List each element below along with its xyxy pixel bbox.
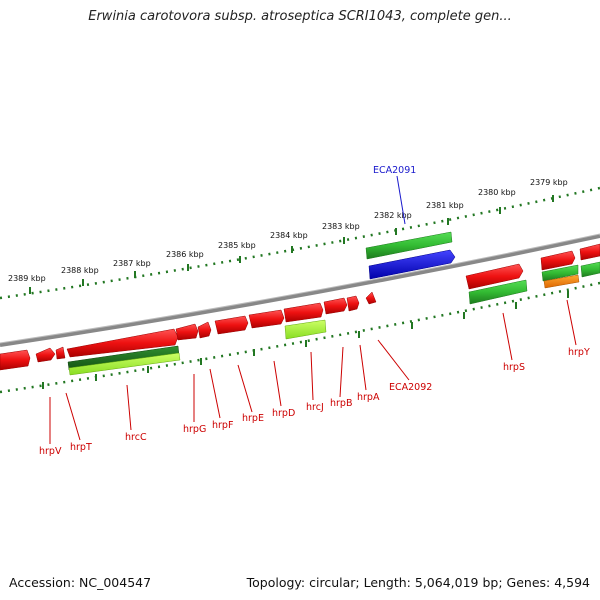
gene-hrpg-feature[interactable] — [175, 323, 199, 341]
kbp-labels: 2379 kbp 2380 kbp 2381 kbp 2382 kbp 2383… — [8, 178, 568, 283]
gene-hrpd-feature[interactable] — [248, 309, 285, 329]
gene-label-hrpy[interactable]: hrpY — [568, 347, 590, 358]
rna-feature[interactable] — [368, 249, 456, 280]
gene-label-hrpb[interactable]: hrpB — [330, 398, 352, 409]
gene-eca2091-feature[interactable] — [365, 231, 453, 260]
upper-major-ticks — [29, 195, 554, 294]
gene-hrps-feature[interactable] — [465, 263, 524, 290]
kbp-label: 2383 kbp — [322, 222, 360, 231]
accession-text: Accession: NC_004547 — [9, 575, 152, 590]
gene-right-red-feature-1[interactable] — [540, 250, 576, 271]
gene-hrpy-orange-feature[interactable] — [543, 274, 580, 289]
gene-labels: ECA2091 ECA2092 hrpS hrpY hrpA hrcJ hrpB… — [39, 165, 590, 457]
gene-hrpv-feature[interactable] — [0, 349, 31, 371]
label-leaders-red — [49, 299, 577, 444]
kbp-label: 2389 kbp — [8, 274, 46, 283]
gene-label-hrpv[interactable]: hrpV — [39, 446, 62, 457]
gene-hrps-cds-feature[interactable] — [468, 279, 528, 305]
kbp-label: 2380 kbp — [478, 188, 516, 197]
gene-label-hrpt[interactable]: hrpT — [70, 442, 92, 453]
gene-hrcj-feature[interactable] — [283, 302, 324, 323]
gene-hrpb-feature[interactable] — [323, 297, 348, 315]
label-leader-eca2091 — [396, 175, 406, 225]
gene-hrcj-pseudo-feature[interactable] — [284, 319, 327, 340]
genome-backbone — [0, 234, 600, 347]
gene-label-hrpd[interactable]: hrpD — [272, 408, 295, 419]
topology-text: Topology: circular; Length: 5,064,019 bp… — [246, 575, 590, 590]
kbp-label: 2388 kbp — [61, 266, 99, 275]
gene-hrcc-pseudo-feature[interactable] — [68, 352, 181, 376]
gene-hrcc-feature[interactable] — [66, 328, 179, 358]
gene-hrpf-feature[interactable] — [197, 321, 212, 339]
upper-scale-ruler — [0, 186, 600, 300]
gene-hrpe-feature[interactable] — [214, 315, 249, 335]
gene-label-hrcj[interactable]: hrcJ — [306, 402, 324, 413]
lower-scale-ruler — [0, 281, 600, 394]
gene-label-hrpf[interactable]: hrpF — [212, 420, 233, 431]
kbp-label: 2381 kbp — [426, 201, 464, 210]
kbp-label: 2384 kbp — [270, 231, 308, 240]
genome-backbone-highlight — [0, 233, 600, 344]
kbp-label: 2379 kbp — [530, 178, 568, 187]
kbp-label: 2387 kbp — [113, 259, 151, 268]
gene-right-green-feature[interactable] — [580, 261, 600, 278]
kbp-label: 2385 kbp — [218, 241, 256, 250]
gene-hrpt-feature-1[interactable] — [35, 347, 56, 363]
gene-label-hrpa[interactable]: hrpA — [357, 392, 380, 403]
gene-eca2092-feature[interactable] — [365, 291, 377, 305]
lower-major-ticks — [42, 291, 569, 389]
gene-label-hrpe[interactable]: hrpE — [242, 413, 264, 424]
gene-label-hrpg[interactable]: hrpG — [183, 424, 206, 435]
gene-label-hrcc[interactable]: hrcC — [125, 432, 147, 443]
gene-label-eca2091[interactable]: ECA2091 — [373, 165, 416, 176]
gene-hrpt-feature-2[interactable] — [55, 346, 66, 360]
kbp-label: 2382 kbp — [374, 211, 412, 220]
gene-hrpa-feature[interactable] — [346, 295, 360, 312]
gene-label-hrps[interactable]: hrpS — [503, 362, 525, 373]
map-title: Erwinia carotovora subsp. atroseptica SC… — [88, 9, 512, 24]
gene-label-eca2092[interactable]: ECA2092 — [389, 382, 432, 393]
kbp-label: 2386 kbp — [166, 250, 204, 259]
gene-hrpy-cds-feature[interactable] — [541, 264, 579, 282]
gene-right-red-feature-2[interactable] — [579, 243, 600, 261]
